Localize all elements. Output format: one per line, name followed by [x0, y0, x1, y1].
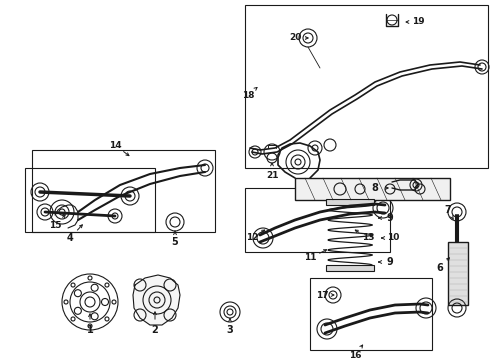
Text: 9: 9	[387, 257, 393, 267]
Text: 19: 19	[412, 18, 424, 27]
Text: 5: 5	[172, 237, 178, 247]
Text: 21: 21	[266, 171, 278, 180]
Text: 8: 8	[371, 183, 378, 193]
Text: 13: 13	[362, 234, 374, 243]
Text: 7: 7	[444, 205, 451, 215]
Text: 17: 17	[316, 291, 328, 300]
Bar	[326, 265, 374, 271]
Text: 9: 9	[387, 213, 393, 223]
Bar	[295, 178, 450, 200]
Polygon shape	[133, 275, 180, 325]
Text: 6: 6	[437, 263, 443, 273]
Text: 4: 4	[67, 233, 74, 243]
Bar	[448, 242, 468, 305]
Text: 15: 15	[49, 220, 61, 230]
Text: 10: 10	[387, 234, 399, 243]
Text: 2: 2	[151, 325, 158, 335]
Bar	[310, 278, 432, 350]
Bar	[326, 199, 374, 205]
Text: 11: 11	[304, 253, 316, 262]
Text: 14: 14	[109, 140, 122, 149]
Bar	[245, 5, 488, 168]
Text: 20: 20	[289, 33, 301, 42]
Bar	[245, 188, 390, 252]
Text: 18: 18	[242, 90, 254, 99]
Text: 16: 16	[349, 351, 361, 360]
Text: 3: 3	[227, 325, 233, 335]
Text: 1: 1	[87, 325, 94, 335]
Text: 12: 12	[246, 234, 258, 243]
Bar	[25, 168, 155, 232]
Bar	[32, 150, 215, 232]
